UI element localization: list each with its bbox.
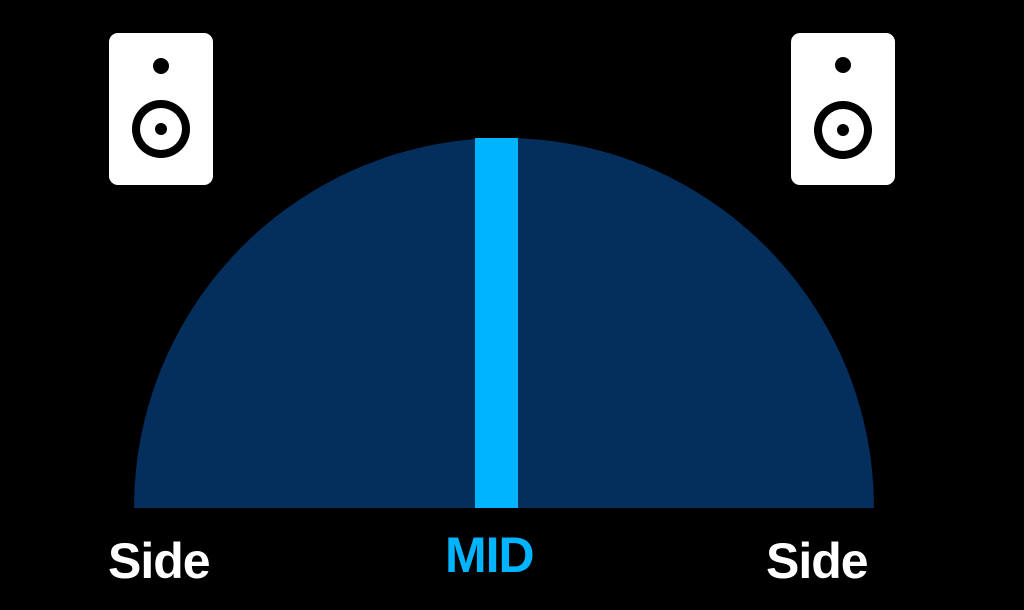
speaker-icon <box>791 33 895 185</box>
mid-label: MID <box>445 527 535 583</box>
mid-band <box>475 138 518 508</box>
side-label-right: Side <box>766 533 869 589</box>
speaker-icon <box>109 33 213 185</box>
side-label-left: Side <box>108 533 211 589</box>
